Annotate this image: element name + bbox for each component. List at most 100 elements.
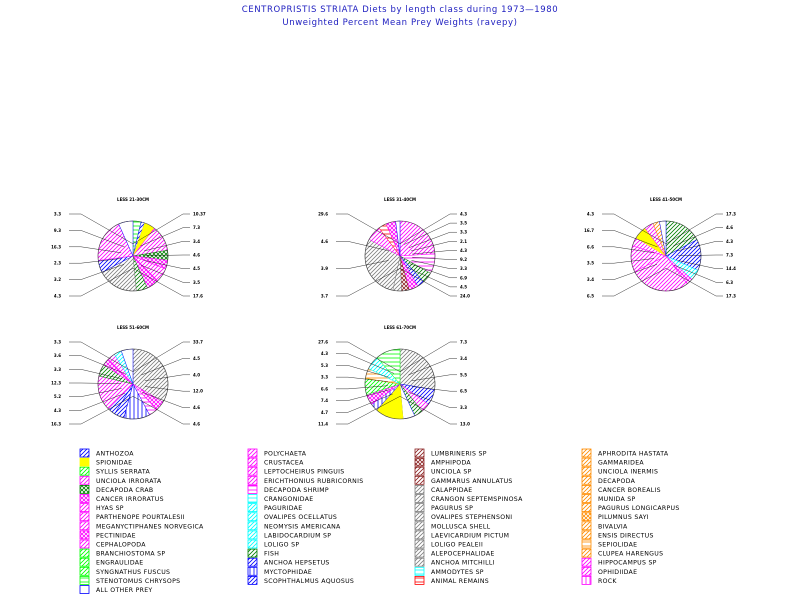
leader-line — [408, 232, 457, 248]
legend-label: AMPHIPODA — [431, 460, 471, 467]
leader-line — [665, 213, 723, 244]
leader-line — [69, 369, 122, 380]
legend-item: CALAPPIDAE — [414, 484, 472, 494]
legend-label: CRUSTACEA — [264, 460, 304, 467]
legend-swatch — [414, 530, 425, 540]
legend-item: OVALIPES OCELLATUS — [247, 512, 337, 521]
legend-item: PILUMNUS SAYI — [581, 512, 649, 521]
legend-swatch — [79, 585, 90, 594]
pie-chart: LESS 31-40CM 29.6 4.6 3.9 3.7 4.3 3.5 3.3 2.1 4.3… — [318, 197, 470, 299]
leader-line — [336, 213, 401, 244]
slice-label: 4.6 — [193, 253, 200, 258]
slice-label: 4.6 — [193, 405, 200, 410]
slice-label: 16.7 — [584, 228, 594, 233]
slice-label: 3.4 — [460, 356, 467, 361]
legend-swatch — [581, 494, 592, 503]
legend-item: UNCIOLA IRRORATA — [79, 475, 162, 485]
slice-label: 3.3 — [54, 212, 61, 217]
leader-line — [141, 392, 190, 408]
legend-swatch — [247, 530, 258, 540]
legend-label: ANTHOZOA — [96, 451, 134, 458]
legend-label: ANIMAL REMAINS — [431, 578, 489, 585]
leader-line — [411, 241, 457, 252]
legend-item: ROCK — [581, 576, 617, 585]
leader-line — [144, 386, 190, 392]
legend-label: POLYCHAETA — [264, 451, 307, 458]
leader-line — [132, 268, 190, 297]
leader-line — [69, 355, 126, 375]
legend-label: ALL OTHER PREY — [96, 587, 153, 594]
legend-swatch — [581, 539, 592, 549]
slice-label: 6.5 — [587, 294, 594, 299]
legend-item: ANIMAL REMAINS — [414, 576, 489, 585]
slice-label: 11.4 — [318, 422, 328, 427]
legend-label: ROCK — [598, 578, 617, 585]
legend-item: DECAPODA — [581, 475, 635, 485]
legend-label: PAGURUS LONGICARPUS — [598, 505, 680, 512]
slice-label: 7.4 — [321, 398, 328, 403]
legend-label: UNCIOLA IRRORATA — [96, 478, 162, 485]
legend-swatch — [247, 576, 258, 585]
leader-line — [336, 385, 388, 390]
legend-item: POLYCHAETA — [247, 448, 307, 458]
legend-label: CRANGONIDAE — [264, 496, 313, 503]
legend-item: PAGURUS SP — [414, 503, 473, 512]
legend-swatch — [581, 521, 592, 531]
legend-label: CLUPEA HARENGUS — [598, 551, 663, 558]
slice-label: 4.6 — [321, 239, 328, 244]
legend-swatch — [581, 475, 592, 485]
pie-outline — [630, 220, 702, 292]
legend-item: OPHIDIIDAE — [581, 566, 637, 576]
legend-swatch — [581, 576, 592, 585]
leader-line — [412, 250, 457, 255]
slice-label: 16.3 — [51, 422, 61, 427]
leader-line — [602, 246, 655, 253]
pie-title: LESS 51-60CM — [117, 325, 149, 330]
pie-title: LESS 41-50CM — [650, 197, 682, 202]
legend-label: ANCHOA MITCHILLI — [431, 560, 495, 567]
pies-layer: LESS 21-30CM 3.3 9.3 16.3 2.3 3.2 4.3 10.37 7.3 3… — [51, 197, 736, 427]
slice-label: 6.6 — [587, 244, 594, 249]
legend-label: PECTINIDAE — [96, 532, 136, 539]
legend-item: SPIONIDAE — [79, 457, 132, 467]
legend-swatch — [414, 457, 425, 467]
legend-label: CANCER BOREALIS — [598, 487, 661, 494]
leader-line — [336, 268, 401, 297]
slice-label: 17.6 — [193, 294, 203, 299]
legend-label: HIPPOCAMPUS SP — [598, 560, 657, 567]
legend-label: ANCHOA HEPSETUS — [264, 560, 330, 567]
legend-swatch — [581, 557, 592, 567]
legend-label: PAGURUS SP — [431, 505, 473, 512]
leader-line — [411, 260, 457, 269]
legend-swatch — [581, 484, 592, 494]
legend-item: CANCER IRRORATUS — [79, 494, 164, 503]
legend-label: APHRODITA HASTATA — [598, 451, 669, 458]
legend-item: ENGRAULIDAE — [79, 557, 143, 567]
slice-label: 5.5 — [460, 372, 467, 377]
leader-line — [141, 265, 190, 283]
legend-label: GAMMARIDEA — [598, 460, 644, 467]
leader-line — [336, 260, 389, 269]
legend-swatch — [414, 548, 425, 558]
legend-swatch — [581, 530, 592, 540]
legend-swatch — [79, 494, 90, 503]
legend-swatch — [414, 494, 425, 503]
pie-chart: LESS 61-70CM 27.6 4.3 5.3 3.3 6.6 7.4 4.7 11.4 7.… — [318, 325, 470, 427]
legend-item: SYLLIS SERRATA — [79, 466, 150, 476]
legend-label: MEGANYCTIPHANES NORVEGICA — [96, 523, 204, 530]
legend-item: PECTINIDAE — [79, 530, 136, 539]
legend-swatch — [79, 484, 90, 494]
slice-label: 4.3 — [460, 212, 467, 217]
legend-swatch — [581, 566, 592, 576]
legend-swatch — [79, 448, 90, 458]
leader-line — [409, 263, 457, 278]
slice-label: 6.6 — [321, 386, 328, 391]
legend-item: HYAS SP — [79, 503, 124, 512]
legend-label: LAEVICARDIUM PICTUM — [431, 532, 509, 539]
leader-line — [69, 382, 121, 384]
legend-item: AMPHIPODA — [414, 457, 471, 467]
legend-item: FISH — [247, 548, 279, 558]
legend-swatch — [79, 475, 90, 485]
slice-label: 5.3 — [321, 363, 328, 368]
slice-label: 5.2 — [54, 394, 61, 399]
